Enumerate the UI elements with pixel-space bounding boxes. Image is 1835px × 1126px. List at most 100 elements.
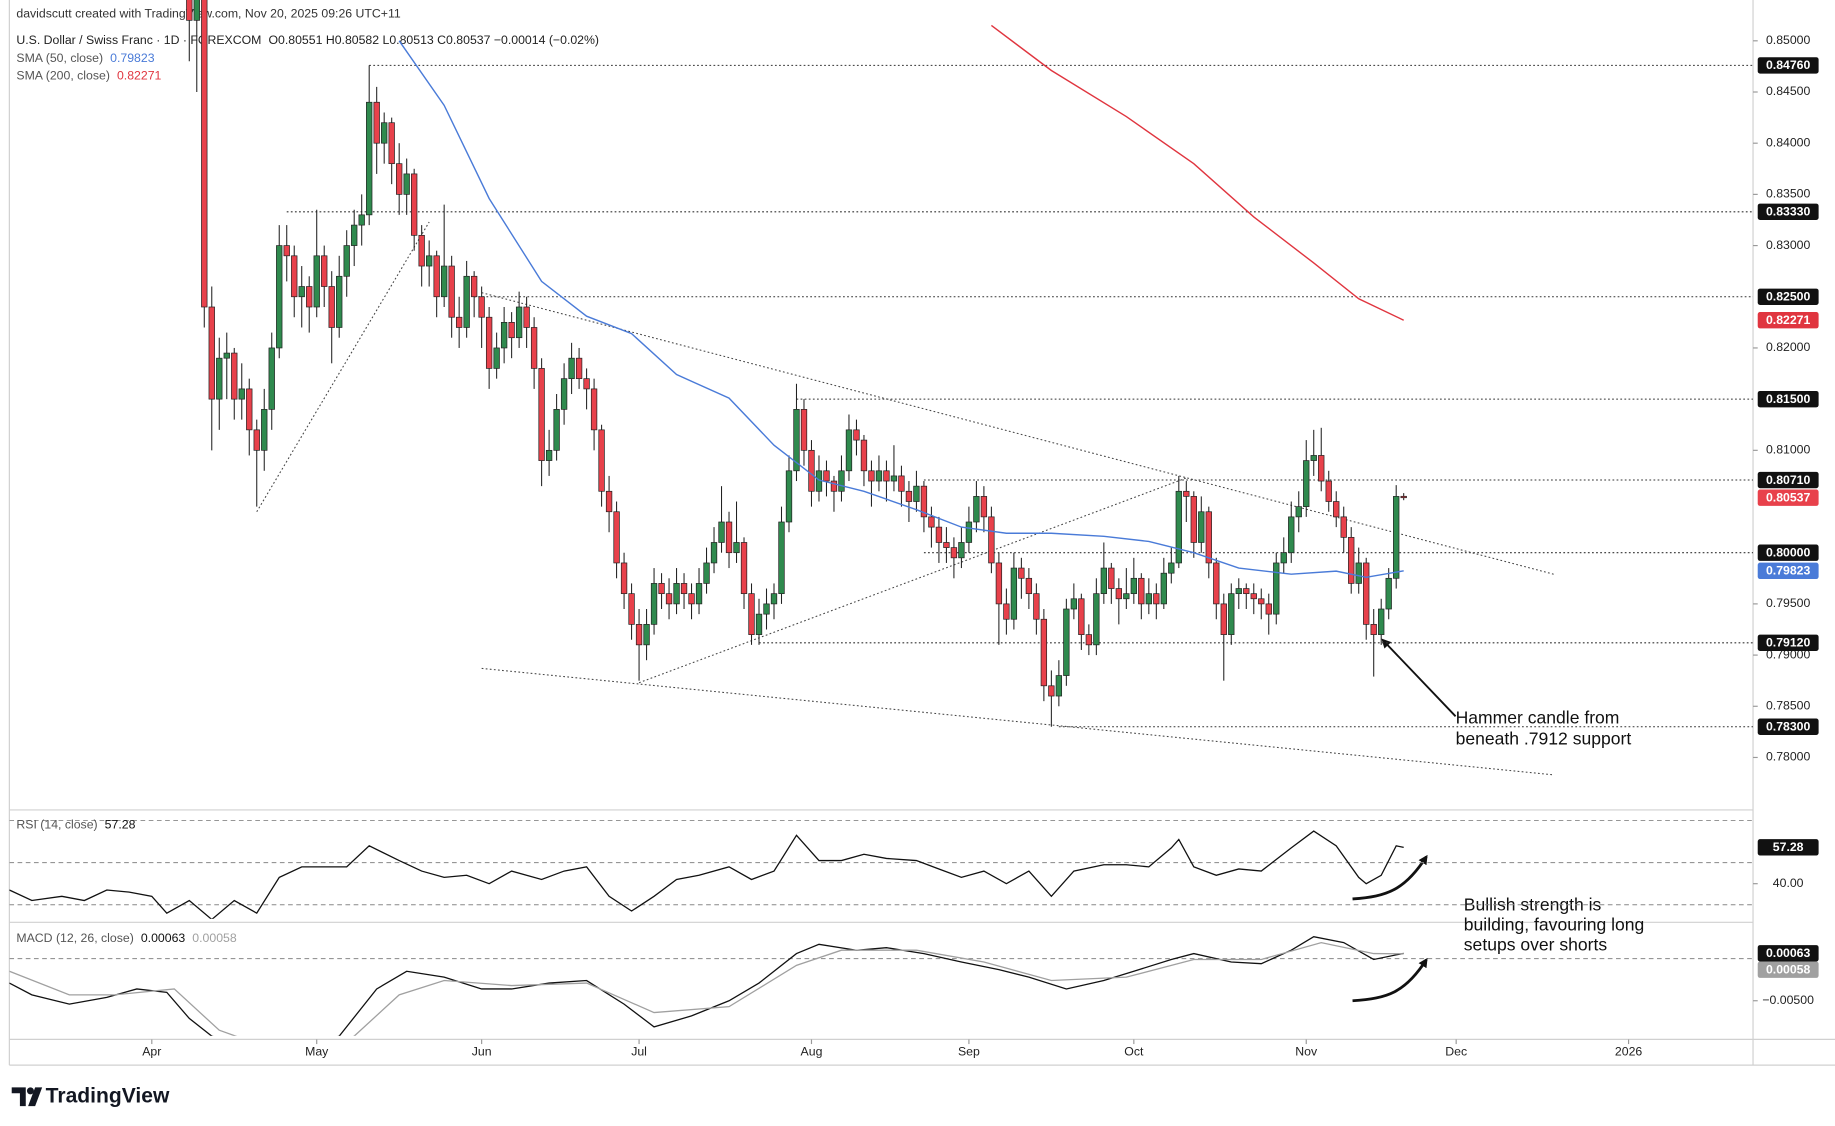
candle-body — [643, 624, 650, 646]
annotation: Bullish strength is — [1464, 895, 1602, 915]
candle-body — [455, 316, 463, 328]
candle-body — [883, 470, 890, 482]
candle-body — [298, 286, 305, 298]
candle-body — [1325, 480, 1332, 502]
x-tick-label: Aug — [801, 1045, 823, 1059]
candle-body — [1078, 598, 1085, 635]
candle-body — [1130, 577, 1137, 595]
candle-body — [1273, 562, 1280, 615]
indicator-line — [990, 24, 1405, 321]
price-badge-label: 0.80537 — [1766, 491, 1811, 505]
candle-body — [1385, 577, 1392, 610]
candle-body — [463, 275, 470, 328]
candle-body — [1303, 460, 1310, 507]
price-badge — [1757, 390, 1819, 408]
legend-value: 0.79823 — [110, 51, 155, 65]
candle-body — [1025, 577, 1033, 595]
candle-body — [1250, 593, 1257, 600]
candle-body — [823, 470, 830, 482]
candle-body — [1318, 455, 1325, 482]
candle-body — [1348, 536, 1355, 584]
candle-body — [755, 613, 763, 635]
indicator-line — [9, 941, 1404, 1036]
candle-body — [1160, 572, 1167, 605]
x-tick-label: Dec — [1445, 1045, 1467, 1059]
price-badge — [1757, 544, 1819, 561]
candle-body — [1040, 618, 1048, 687]
legend-value: 0.00058 — [192, 931, 237, 945]
candle-body — [1145, 593, 1152, 605]
candle-body — [201, 0, 208, 308]
candle-body — [1393, 496, 1400, 579]
candle-body — [1340, 516, 1347, 538]
candle-body — [1100, 567, 1108, 595]
candle-body — [1190, 496, 1197, 543]
price-badge-label: 0.80000 — [1766, 546, 1811, 560]
candle-body — [1123, 593, 1130, 600]
price-badge-label: 0.00063 — [1766, 946, 1811, 960]
candle-body — [568, 357, 575, 380]
x-tick-label: Oct — [1124, 1045, 1144, 1059]
candle-body — [575, 357, 583, 380]
pane — [186, 0, 1754, 776]
candle-body — [770, 593, 778, 605]
candle-body — [875, 470, 883, 482]
trendline — [481, 667, 1554, 776]
trendline — [481, 292, 1554, 575]
candle-body — [1280, 552, 1287, 564]
candle-body — [583, 378, 590, 390]
candle-body — [733, 542, 740, 554]
candle-body — [1108, 567, 1115, 589]
price-badge — [1757, 839, 1819, 856]
candle-body — [965, 521, 973, 543]
candle-body — [1235, 588, 1242, 595]
candle-body — [763, 603, 770, 615]
annotation: setups over shorts — [1464, 934, 1608, 954]
candle-body — [665, 593, 673, 605]
candle-body — [943, 542, 950, 548]
y-tick-label: 0.78500 — [1766, 699, 1811, 713]
candle-body — [1063, 608, 1070, 676]
price-badge-label: 0.84760 — [1766, 58, 1811, 72]
candle-body — [785, 470, 793, 523]
candle-body — [1033, 593, 1040, 620]
pane — [9, 820, 1754, 919]
y-tick-label: 0.82000 — [1766, 340, 1811, 354]
legend-name: SMA (50, close) — [16, 51, 103, 65]
candle-body — [313, 255, 320, 308]
price-axis: 0.85000 0.84500 0.84000 0.83500 0.83000 0.820… — [1753, 33, 1819, 764]
candle-body — [988, 516, 995, 564]
candle-body — [485, 316, 493, 369]
price-badge-label: 0.82500 — [1766, 290, 1811, 304]
y-tick-label: 0.84500 — [1766, 84, 1811, 98]
candle-body — [440, 265, 448, 298]
candle-body — [725, 521, 733, 554]
price-badge — [1757, 471, 1819, 489]
price-badge-label: 0.00058 — [1766, 963, 1811, 977]
price-badge — [1757, 945, 1819, 962]
price-badge — [1757, 718, 1819, 735]
candle-body — [1085, 634, 1093, 646]
candle-body — [928, 516, 935, 528]
price-axis: 40.00 57.28 — [1753, 839, 1819, 890]
candle-body — [613, 511, 620, 564]
price-badge — [1757, 288, 1819, 305]
candle-body — [1378, 608, 1385, 635]
logo-icon — [26, 1087, 34, 1095]
candle-body — [958, 542, 965, 559]
logo-text: TradingView — [46, 1084, 170, 1107]
candle-body — [373, 101, 380, 144]
candle-body — [1138, 577, 1145, 605]
annotation-arrow — [1381, 638, 1457, 717]
candle-body — [1168, 562, 1175, 574]
quote: O0.80551 H0.80582 L0.80513 C0.80537 −0.0… — [268, 33, 599, 47]
candle-body — [1228, 593, 1235, 635]
candle-body — [695, 583, 703, 605]
candle-body — [523, 306, 530, 328]
candle-body — [898, 475, 905, 492]
x-tick-label: Sep — [958, 1045, 980, 1059]
x-tick-label: Jun — [472, 1045, 492, 1059]
candle-body — [1048, 685, 1055, 697]
